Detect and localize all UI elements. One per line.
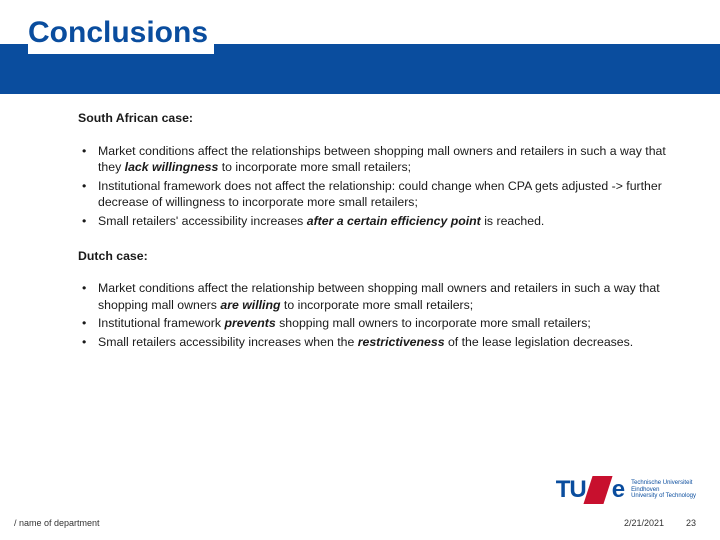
slide: Conclusions South African case: Market c… xyxy=(0,0,720,540)
logo-e-text: e xyxy=(612,476,625,504)
footer-page-number: 23 xyxy=(686,518,696,528)
list-item: Institutional framework prevents shoppin… xyxy=(78,315,678,332)
page-title: Conclusions xyxy=(28,16,214,54)
list-item: Small retailers accessibility increases … xyxy=(78,334,678,351)
bullet-list: Market conditions affect the relationshi… xyxy=(78,143,678,230)
footer-department: / name of department xyxy=(14,518,100,528)
logo-subtitle: Technische Universiteit Eindhoven Univer… xyxy=(631,480,696,500)
list-item: Market conditions affect the relationshi… xyxy=(78,143,678,176)
list-item: Market conditions affect the relationshi… xyxy=(78,280,678,313)
title-bar: Conclusions xyxy=(0,0,720,94)
logo-slash-icon xyxy=(583,476,612,504)
section-heading: Dutch case: xyxy=(78,248,678,265)
section-heading: South African case: xyxy=(78,110,678,127)
list-item: Institutional framework does not affect … xyxy=(78,178,678,211)
list-item: Small retailers' accessibility increases… xyxy=(78,213,678,230)
footer-date: 2/21/2021 xyxy=(624,518,664,528)
logo-line: University of Technology xyxy=(631,493,696,500)
tue-logo: TU e Technische Universiteit Eindhoven U… xyxy=(556,476,696,504)
logo-line: Technische Universiteit xyxy=(631,480,696,487)
logo-tu-text: TU xyxy=(556,476,586,504)
logo-line: Eindhoven xyxy=(631,487,696,494)
content-area: South African case: Market conditions af… xyxy=(78,110,678,369)
bullet-list: Market conditions affect the relationshi… xyxy=(78,280,678,350)
